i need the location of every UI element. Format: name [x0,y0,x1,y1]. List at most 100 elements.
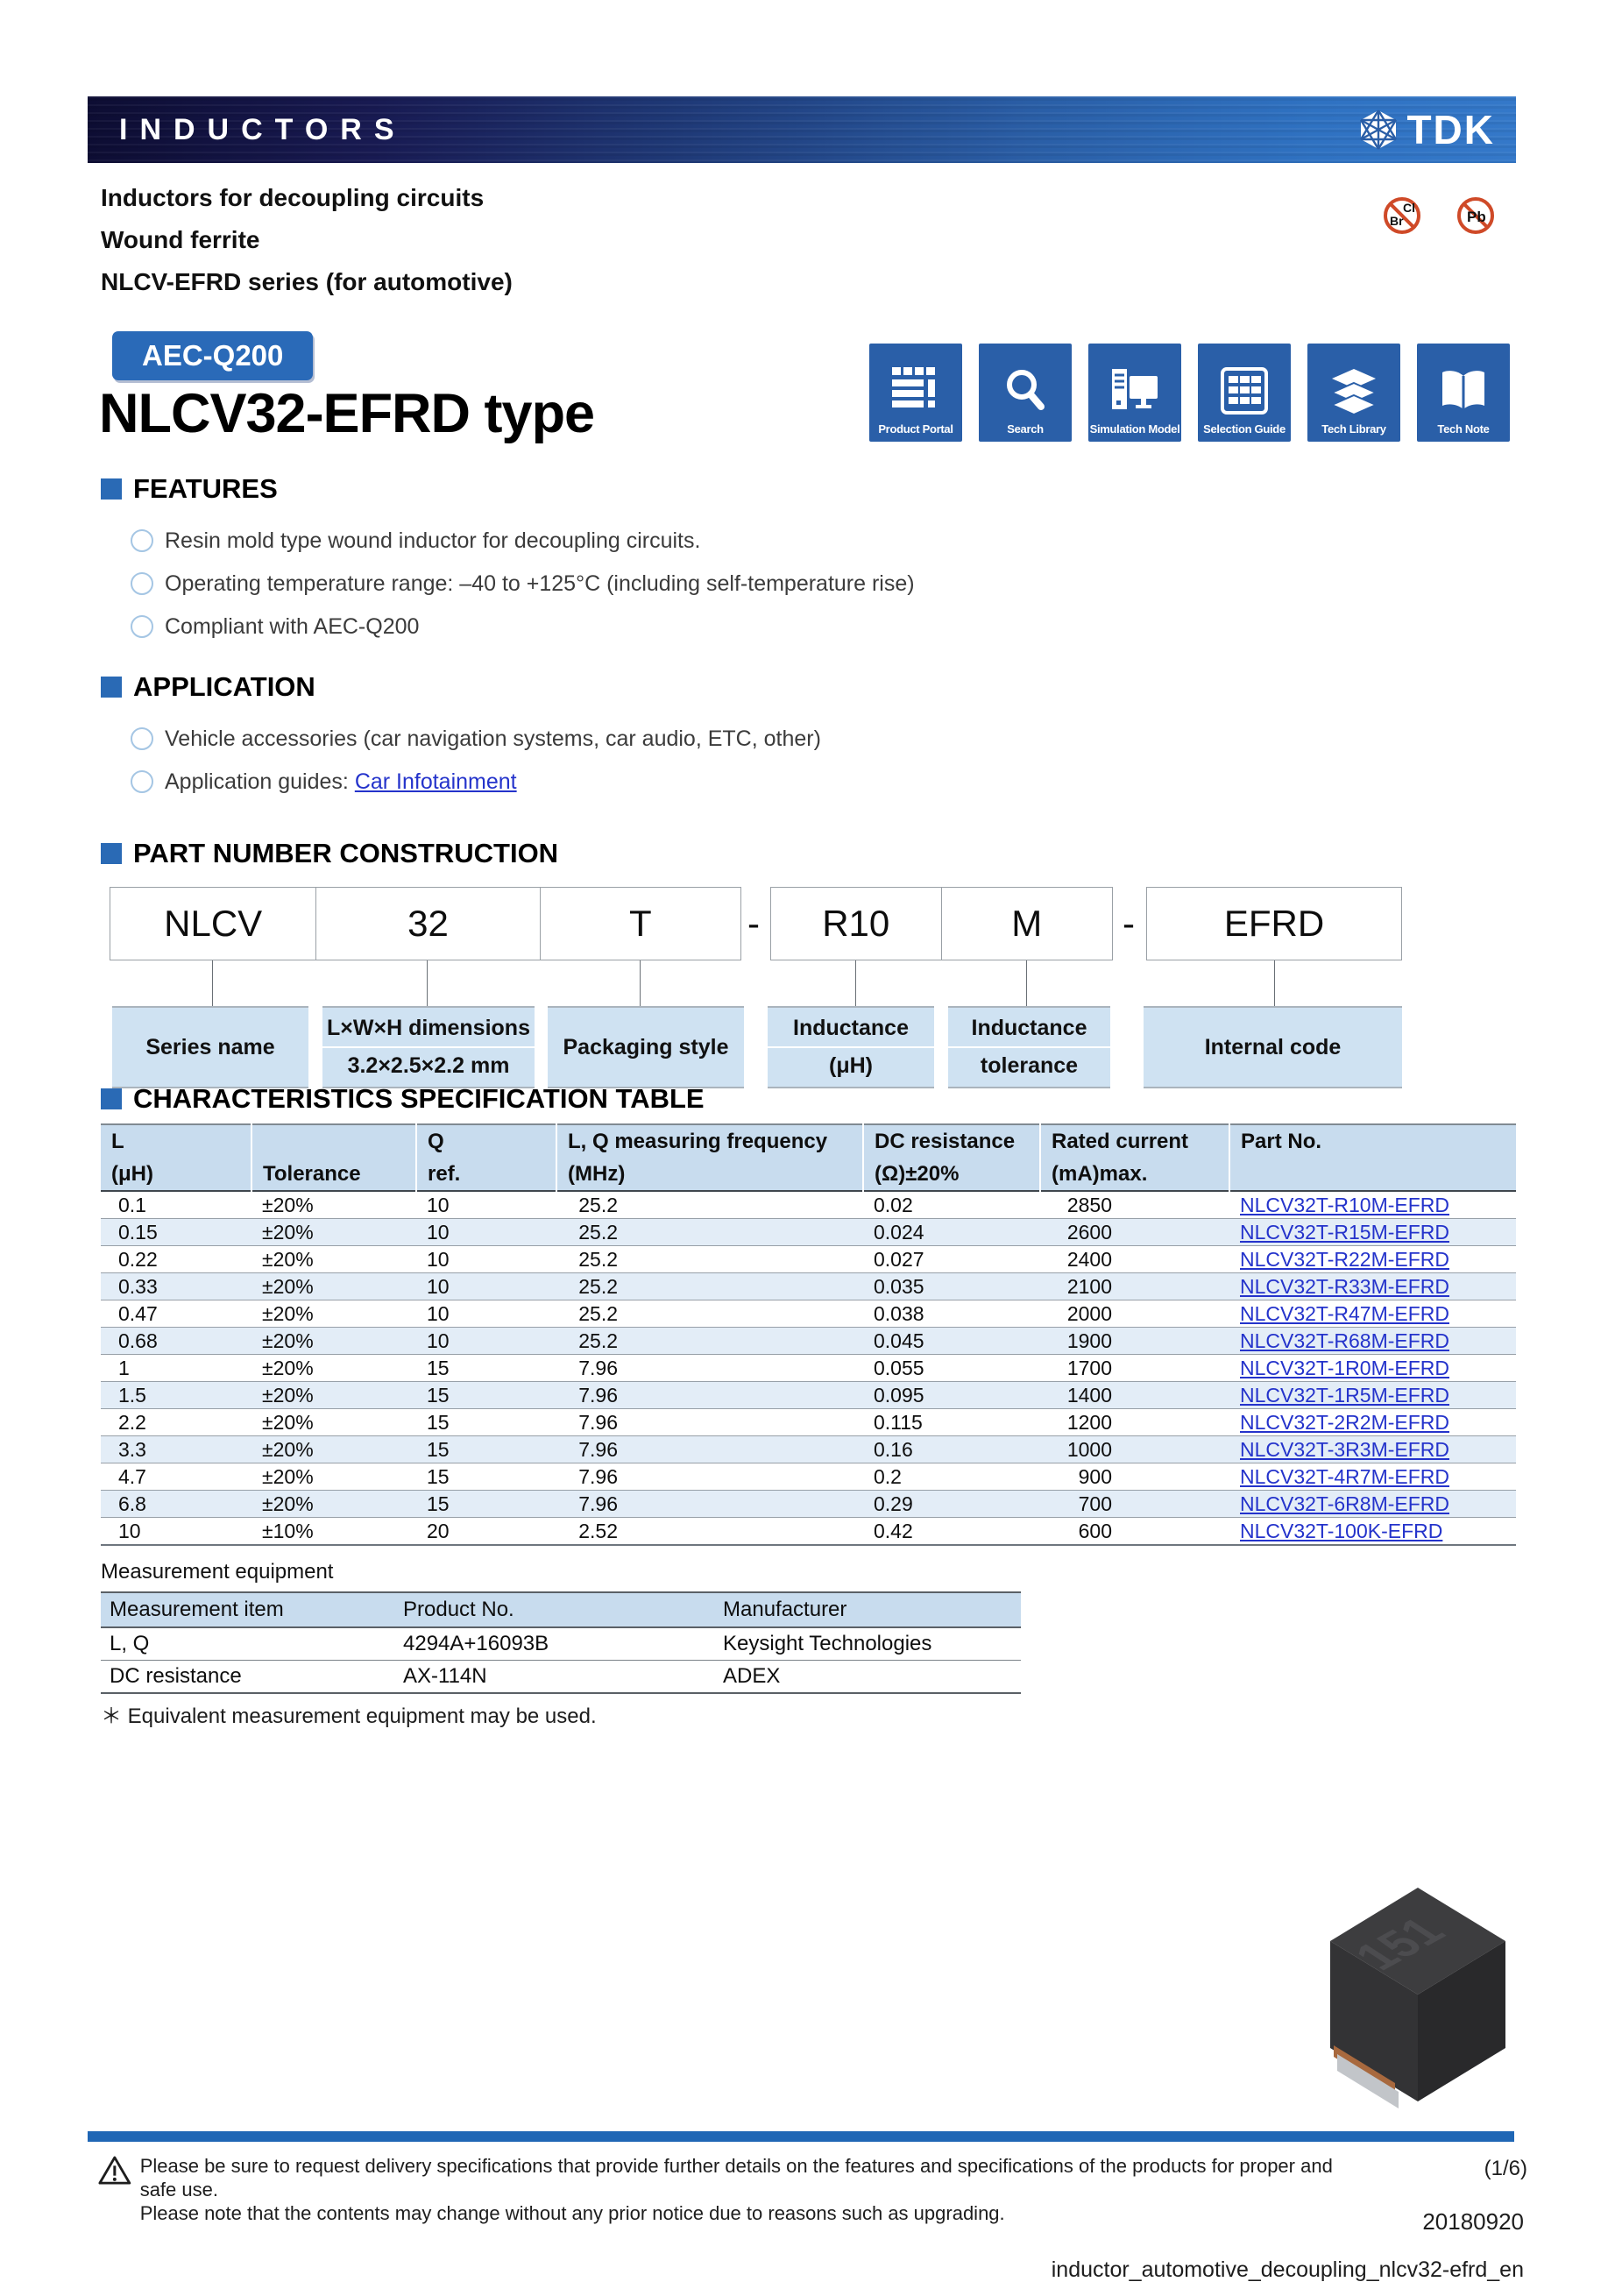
spec-cell: ±20% [262,1410,314,1434]
page-title: NLCV32-EFRD type [99,383,595,444]
spec-cell: NLCV32T-R10M-EFRD [1229,1191,1516,1219]
measurement-col-header: Product No. [394,1592,714,1628]
spec-cell: 2.2 [118,1410,146,1434]
application-item: Application guides: Car Infotainment [131,769,821,795]
spec-cell: 0.095 [874,1383,924,1407]
spec-cell: 2850 [1066,1193,1112,1216]
spec-cell: 0.035 [874,1274,924,1298]
spec-cell: 700 [1078,1492,1112,1515]
subtitle-line: Inductors for decoupling circuits [101,184,485,211]
pn-separator: - [1123,903,1135,944]
measurement-note: ＊ Equivalent measurement equipment may b… [101,1704,597,1728]
spec-cell: ±20% [262,1356,314,1379]
tech-library-button[interactable]: Tech Library [1307,344,1400,442]
spec-cell: 1400 [1066,1383,1112,1407]
spec-cell: 10 [427,1193,450,1216]
measurement-cell: ADEX [723,1664,781,1688]
spec-cell: 0.47 [118,1301,158,1325]
tdk-logo-text: TDK [1406,107,1495,152]
circle-bullet-icon [131,615,153,638]
part-number-link[interactable]: NLCV32T-1R5M-EFRD [1240,1383,1449,1407]
spec-cell: 25.2 [578,1193,618,1216]
footer-doc-id: inductor_automotive_decoupling_nlcv32-ef… [1051,2257,1524,2282]
part-number-link[interactable]: NLCV32T-R68M-EFRD [1240,1329,1449,1352]
part-number-link[interactable]: NLCV32T-6R8M-EFRD [1240,1492,1449,1515]
spec-cell: ±20% [262,1220,314,1244]
car-infotainment-link[interactable]: Car Infotainment [354,769,517,794]
spec-cell: 2100 [1066,1274,1112,1298]
spec-col-header: (MHz) [556,1158,864,1191]
simulation-model-button[interactable]: Simulation Model [1088,344,1181,442]
spec-cell: 25.2 [578,1247,618,1271]
subtitle-line: Wound ferrite [101,226,260,253]
halogen-free-icon: Cl Br [1384,197,1420,234]
spec-col-header: (μH) [101,1158,252,1191]
spec-col-header: L, Q measuring frequency [556,1124,864,1158]
part-number-link[interactable]: NLCV32T-3R3M-EFRD [1240,1437,1449,1461]
tech-note-button[interactable]: Tech Note [1417,344,1510,442]
tech-library-icon [1328,363,1379,419]
pn-segment-series: NLCV [164,903,263,944]
subtitle-line: NLCV-EFRD series (for automotive) [101,268,513,295]
header-bar: INDUCTORS TDK [88,96,1516,163]
spec-cell: 1 [118,1356,130,1379]
product-photo: 151 [1313,1874,1523,2116]
application-item: Vehicle accessories (car navigation syst… [131,726,821,752]
spec-cell: 2000 [1066,1301,1112,1325]
spec-cell: ±20% [262,1464,314,1488]
part-number-link[interactable]: NLCV32T-R47M-EFRD [1240,1301,1449,1325]
feature-item: Operating temperature range: –40 to +125… [131,570,915,597]
spec-row: 6.8 ±20% 15 7.96 0.29 700 NLCV32T-6R8M-EFRD [101,1490,1516,1518]
measurement-cell: Keysight Technologies [723,1632,932,1655]
spec-row: 1 ±20% 15 7.96 0.055 1700 NLCV32T-1R0M-EFRD [101,1354,1516,1382]
spec-cell: NLCV32T-4R7M-EFRD [1229,1463,1516,1491]
part-number-link[interactable]: NLCV32T-2R2M-EFRD [1240,1410,1449,1434]
footer-divider-bar [88,2131,1514,2142]
spec-cell: 25.2 [578,1220,618,1244]
search-button[interactable]: Search [979,344,1072,442]
part-number-link[interactable]: NLCV32T-100K-EFRD [1240,1519,1443,1542]
pn-connector-line [1274,960,1275,1006]
product-portal-icon [890,363,941,419]
measurement-table: Measurement item Product No. Manufacture… [101,1591,1021,1694]
spec-cell: NLCV32T-6R8M-EFRD [1229,1491,1516,1518]
spec-cell: 15 [427,1410,450,1434]
spec-cell: NLCV32T-R47M-EFRD [1229,1300,1516,1328]
compliance-icons: Cl Br Pb [1383,196,1495,235]
spec-col-header: Tolerance [251,1158,417,1191]
spec-cell: NLCV32T-1R5M-EFRD [1229,1382,1516,1409]
spec-cell: ±20% [262,1274,314,1298]
spec-cell: 25.2 [578,1301,618,1325]
part-number-link[interactable]: NLCV32T-R10M-EFRD [1240,1193,1449,1216]
spec-cell: ±20% [262,1329,314,1352]
measurement-cell: 4294A+16093B [403,1632,549,1655]
spec-cell: 2600 [1066,1220,1112,1244]
spec-cell: 10 [427,1247,450,1271]
tdk-logo: TDK [1357,106,1495,153]
part-number-link[interactable]: NLCV32T-R22M-EFRD [1240,1247,1449,1271]
spec-cell: 0.027 [874,1247,924,1271]
spec-cell: ±20% [262,1247,314,1271]
spec-cell: 1000 [1066,1437,1112,1461]
pn-connector-line [212,960,213,1006]
part-number-link[interactable]: NLCV32T-4R7M-EFRD [1240,1464,1449,1488]
spec-cell: 0.024 [874,1220,924,1244]
spec-cell: 10 [427,1220,450,1244]
spec-cell: NLCV32T-R22M-EFRD [1229,1246,1516,1273]
spec-cell: 0.22 [118,1247,158,1271]
part-number-link[interactable]: NLCV32T-R33M-EFRD [1240,1274,1449,1298]
part-number-link[interactable]: NLCV32T-R15M-EFRD [1240,1220,1449,1244]
part-number-link[interactable]: NLCV32T-1R0M-EFRD [1240,1356,1449,1379]
spec-cell: 10 [118,1519,141,1542]
features-heading: FEATURES [101,473,915,505]
svg-text:Pb: Pb [1467,209,1486,225]
feature-item: Resin mold type wound inductor for decou… [131,528,915,554]
product-portal-button[interactable]: Product Portal [869,344,962,442]
svg-text:Cl: Cl [1403,201,1415,215]
section-square-icon [101,478,122,500]
selection-guide-button[interactable]: Selection Guide [1198,344,1291,442]
pn-label-internal-code: Internal code [1144,1006,1402,1088]
spec-cell: 20 [427,1519,450,1542]
spec-cell: 0.038 [874,1301,924,1325]
section-square-icon [101,1088,122,1109]
